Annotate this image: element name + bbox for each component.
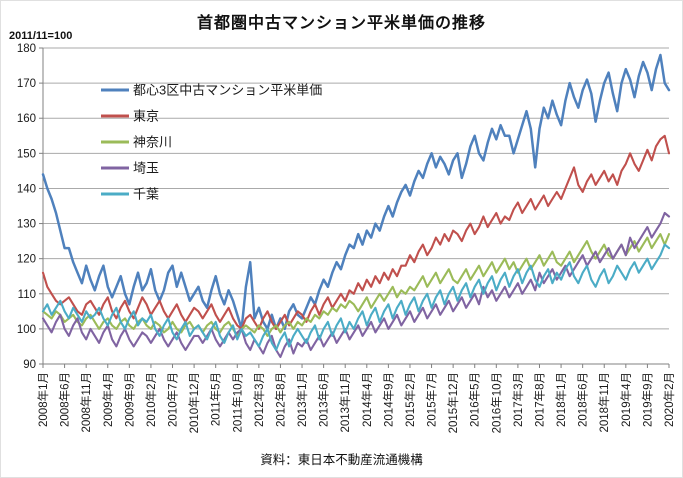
x-tick-label: 2008年1月 bbox=[36, 372, 50, 427]
y-tick-label: 130 bbox=[17, 219, 36, 231]
legend-label-kanagawa: 神奈川 bbox=[133, 135, 172, 150]
x-tick-label: 2018年1月 bbox=[554, 372, 568, 427]
x-tick-label: 2010年7月 bbox=[166, 372, 180, 427]
x-tick-label: 2008年6月 bbox=[58, 372, 72, 427]
x-tick-label: 2016年5月 bbox=[468, 372, 482, 427]
series-line-saitama bbox=[41, 211, 671, 359]
y-tick-label: 150 bbox=[17, 148, 36, 160]
x-tick-label: 2014年4月 bbox=[360, 372, 374, 427]
x-tick-label: 2018年11月 bbox=[597, 372, 611, 433]
series-line-tokyo bbox=[41, 134, 671, 330]
x-tick-label: 2010年12月 bbox=[187, 372, 201, 433]
x-tick-label: 2017年3月 bbox=[511, 372, 525, 427]
legend-label-tokyo: 東京 bbox=[133, 109, 159, 124]
x-tick-label: 2012年8月 bbox=[273, 372, 287, 427]
x-tick-label: 2020年2月 bbox=[662, 372, 676, 427]
x-tick-label: 2015年12月 bbox=[446, 372, 460, 433]
chart-title: 首都圏中古マンション平米単価の推移 bbox=[196, 15, 486, 32]
x-tick-label: 2011年10月 bbox=[230, 372, 244, 433]
index-base-note: 2011/11=100 bbox=[9, 30, 73, 42]
x-tick-label: 2014年9月 bbox=[381, 372, 395, 427]
y-tick-label: 100 bbox=[17, 324, 36, 336]
legend-label-saitama: 埼玉 bbox=[133, 161, 159, 176]
x-tick-label: 2012年3月 bbox=[252, 372, 266, 427]
y-tick-label: 90 bbox=[23, 359, 36, 371]
series-line-toshin3ku bbox=[41, 53, 671, 331]
x-tick-label: 2010年2月 bbox=[144, 372, 158, 427]
x-tick-label: 2016年10月 bbox=[489, 372, 503, 433]
x-tick-label: 2013年1月 bbox=[295, 372, 309, 427]
series-line-chiba bbox=[41, 243, 671, 352]
x-tick-label: 2008年11月 bbox=[79, 372, 93, 433]
series-line-kanagawa bbox=[41, 233, 671, 337]
x-tick-label: 2015年7月 bbox=[425, 372, 439, 427]
y-tick-label: 180 bbox=[17, 43, 36, 55]
legend-label-toshin3ku: 都心3区中古マンション平米単価 bbox=[133, 83, 322, 98]
x-tick-label: 2018年6月 bbox=[576, 372, 590, 427]
source-note: 資料：東日本不動産流通機構 bbox=[260, 453, 423, 467]
x-tick-label: 2013年6月 bbox=[317, 372, 331, 427]
x-tick-label: 2009年9月 bbox=[122, 372, 136, 427]
x-tick-label: 2011年5月 bbox=[209, 372, 223, 426]
y-tick-label: 110 bbox=[18, 289, 36, 301]
x-tick-label: 2019年4月 bbox=[619, 372, 633, 427]
x-tick-label: 2019年9月 bbox=[640, 372, 654, 427]
y-tick-label: 140 bbox=[17, 183, 36, 195]
y-tick-label: 160 bbox=[17, 113, 36, 125]
y-tick-label: 120 bbox=[17, 254, 36, 266]
y-tick-label: 170 bbox=[17, 78, 36, 90]
x-tick-label: 2017年8月 bbox=[532, 372, 546, 427]
x-tick-label: 2013年11月 bbox=[338, 372, 352, 433]
legend-label-chiba: 千葉 bbox=[133, 187, 159, 202]
x-tick-label: 2009年4月 bbox=[101, 372, 115, 427]
x-tick-label: 2015年2月 bbox=[403, 372, 417, 427]
